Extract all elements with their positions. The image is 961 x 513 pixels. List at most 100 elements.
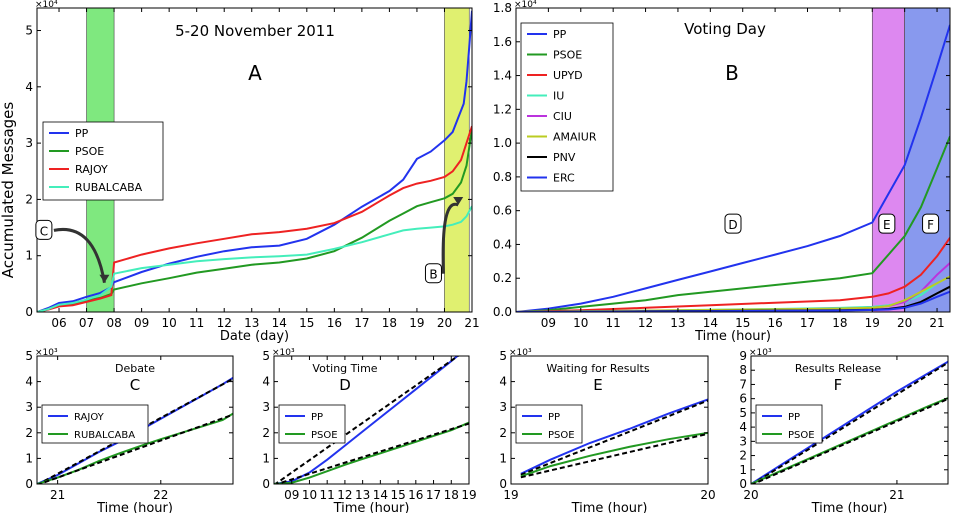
x-axis-label: Time (hour) [333, 501, 410, 513]
x-tick-label: 09 [134, 316, 149, 330]
legend-box [278, 404, 346, 444]
legend-label: CIU [553, 110, 572, 123]
annotation-arrow [53, 227, 106, 283]
y-tick-label: 1 [739, 463, 747, 477]
axis-multiplier: ×10⁴ [514, 0, 537, 10]
y-tick-label: 1.6 [493, 35, 512, 49]
y-tick-label: 1 [262, 451, 270, 465]
x-axis-label: Time (hour) [694, 329, 771, 344]
x-axis-label: Time (hour) [811, 501, 888, 513]
series-line-pp [516, 24, 950, 312]
chart-title: Voting Day [684, 20, 766, 38]
y-tick-label: 3 [262, 400, 270, 414]
y-tick-label: 5 [262, 349, 270, 363]
x-tick-label: 21 [464, 316, 479, 330]
panel-e: 0 1 2 3 4 5 19 20 ×10³ Time (hour) Waiting for Res… [499, 348, 715, 513]
x-tick-label: 08 [106, 316, 121, 330]
series-line-pp [751, 360, 948, 484]
y-tick-label: 2 [25, 426, 33, 440]
y-tick-label: 0 [739, 477, 747, 491]
legend-label: ERC [553, 172, 575, 185]
y-tick-label: 0 [499, 477, 507, 491]
x-tick-label: 14 [703, 316, 718, 330]
fit-line-psoe [274, 422, 469, 484]
y-tick-label: 4 [25, 375, 33, 389]
x-tick-label: 18 [382, 316, 397, 330]
x-tick-label: 19 [409, 316, 424, 330]
legend: PP PSOE RAJOY RUBALCABA [42, 121, 164, 201]
series-line-pp [37, 10, 472, 312]
x-tick-label: 11 [189, 316, 204, 330]
x-tick-label: 22 [153, 488, 168, 502]
series-line-psoe [751, 397, 948, 484]
panel-letter: C [130, 376, 140, 394]
legend-label: UPYD [553, 69, 583, 82]
axis-multiplier: ×10³ [749, 348, 772, 358]
annotation-box [424, 263, 442, 284]
legend-label: IU [553, 90, 564, 103]
y-tick-label: 4 [499, 375, 507, 389]
axes-frame [36, 355, 234, 485]
x-tick-label: 12 [638, 316, 653, 330]
legend-label: PSOE [75, 145, 104, 158]
legend: PP PSOE UPYD IU CIU AMAIUR PNV ERC [520, 22, 614, 192]
x-tick-label: 10 [573, 316, 588, 330]
x-tick-label: 12 [217, 316, 232, 330]
chart-title: Results Release [795, 362, 881, 375]
x-tick-label: 16 [408, 488, 423, 502]
legend-box [520, 22, 614, 192]
annotation-label: B [429, 268, 437, 282]
fit-line-pp [751, 361, 948, 484]
y-tick-label: 2 [499, 426, 507, 440]
chart-title: Waiting for Results [546, 362, 649, 375]
y-tick-label: 3 [25, 136, 33, 150]
y-tick-label: 0.8 [493, 170, 512, 184]
fit-line-pp [274, 356, 460, 484]
chart-title: Debate [115, 362, 155, 375]
axes-frame [36, 7, 473, 313]
annotation-arrowhead [99, 274, 110, 283]
shaded-region [871, 7, 905, 313]
legend-label: PP [75, 127, 89, 140]
x-tick-label: 16 [767, 316, 782, 330]
series-line-rajoy [37, 125, 472, 312]
annotation-label: E [883, 218, 891, 232]
axes-frame [510, 355, 709, 485]
y-tick-label: 6 [739, 392, 747, 406]
legend-label: RUBALCABA [74, 430, 135, 441]
y-tick-label: 5 [739, 406, 747, 420]
x-tick-label: 19 [503, 488, 518, 502]
y-tick-label: 5 [25, 24, 33, 38]
x-tick-label: 21 [889, 488, 904, 502]
axis-multiplier: ×10³ [35, 348, 58, 358]
x-axis-label: Time (hour) [571, 501, 648, 513]
x-tick-label: 20 [700, 488, 715, 502]
annotation-arrow [441, 202, 459, 274]
legend: RAJOY RUBALCABA [41, 404, 149, 444]
x-tick-label: 16 [327, 316, 342, 330]
legend-label: PP [553, 28, 567, 41]
legend-box [515, 404, 583, 444]
annotation-box [724, 213, 742, 234]
x-tick-label: 10 [162, 316, 177, 330]
legend-label: PSOE [311, 430, 338, 441]
x-tick-label: 21 [929, 316, 944, 330]
legend-label: RUBALCABA [75, 181, 143, 194]
x-tick-label: 11 [606, 316, 621, 330]
x-tick-label: 15 [735, 316, 750, 330]
x-tick-label: 20 [897, 316, 912, 330]
x-tick-label: 17 [426, 488, 441, 502]
series-group [37, 10, 472, 312]
axes-frame [273, 355, 470, 485]
y-tick-label: 0 [25, 477, 33, 491]
legend-label: PNV [553, 151, 576, 164]
legend-label: PP [311, 412, 323, 423]
y-tick-label: 3 [739, 434, 747, 448]
panel-letter: E [593, 376, 602, 394]
shaded-region [904, 7, 951, 313]
y-tick-label: 0 [25, 305, 33, 319]
